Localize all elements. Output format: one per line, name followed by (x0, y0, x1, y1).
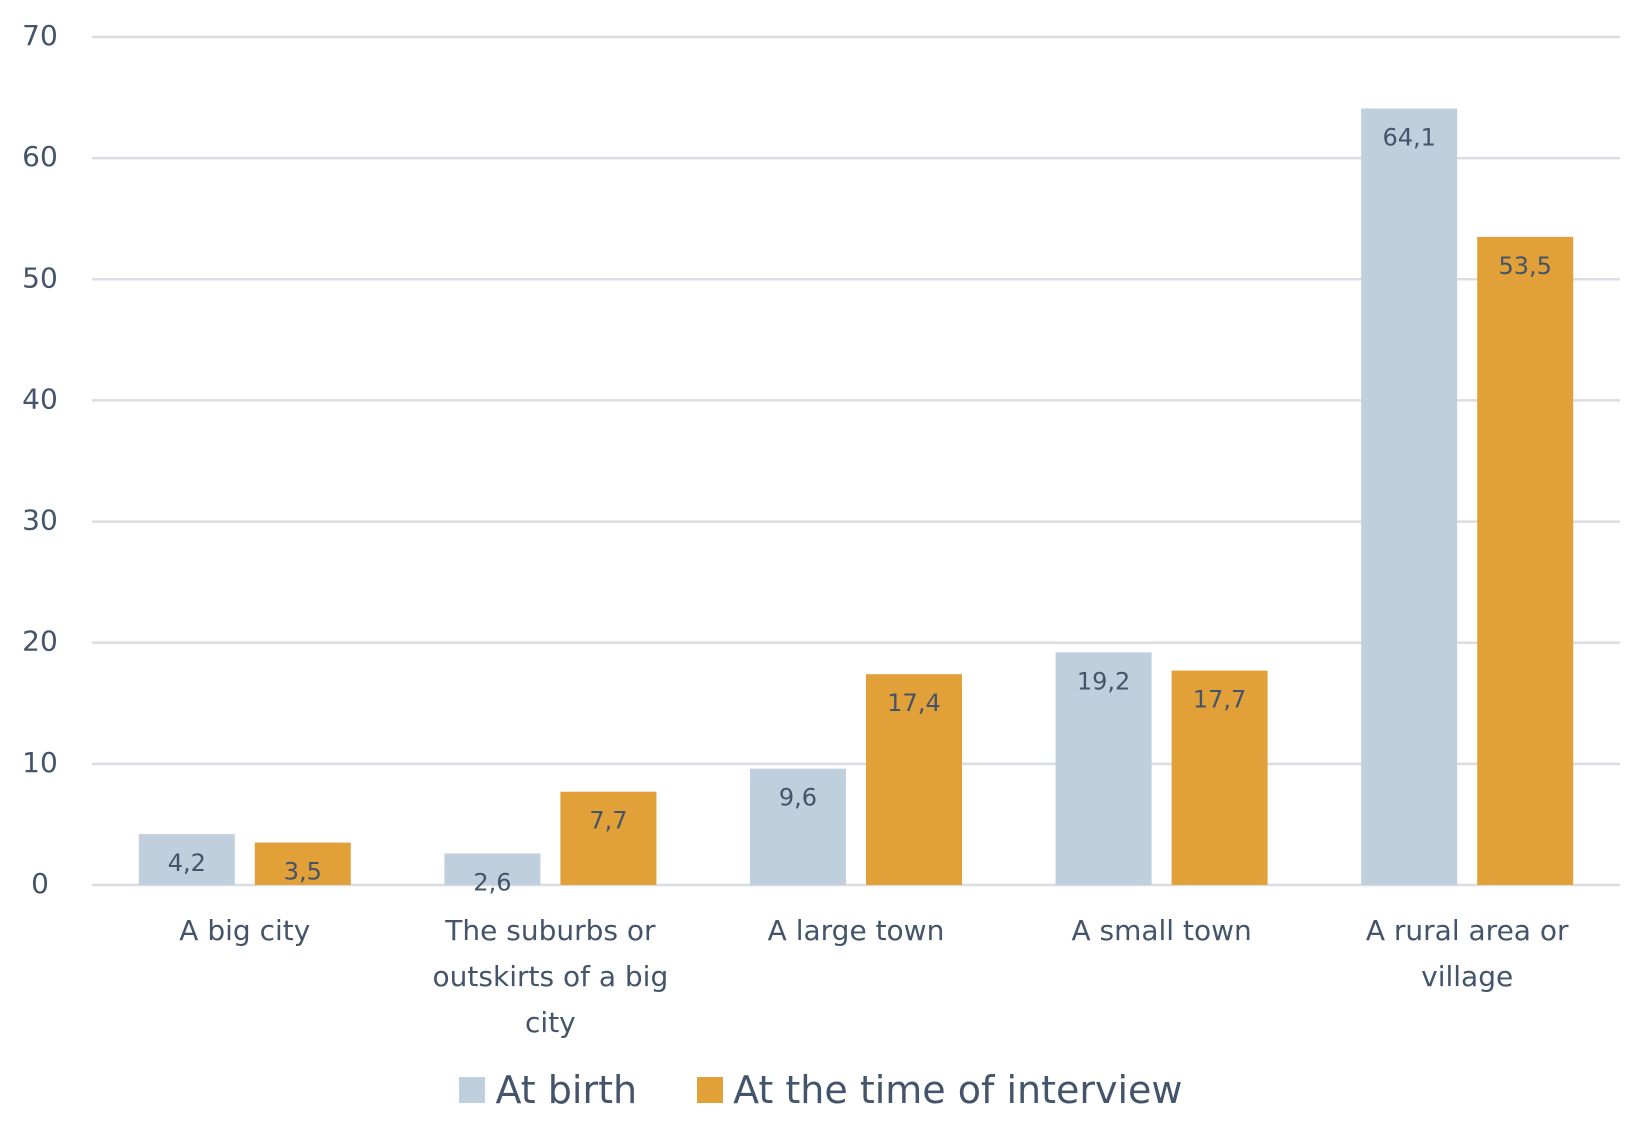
data-label: 2,6 (473, 869, 511, 897)
bar (1361, 108, 1458, 885)
x-tick-label: A big city (179, 914, 311, 947)
y-tick-label: 20 (22, 625, 58, 658)
bar (560, 791, 657, 885)
y-tick-label: 60 (22, 140, 58, 173)
x-tick-label: The suburbs or outskirts of a big city (432, 914, 669, 1039)
data-label: 4,2 (168, 849, 206, 877)
y-tick-label: 10 (22, 746, 58, 779)
y-tick-label: 40 (22, 382, 58, 415)
bar (138, 834, 235, 885)
y-tick-label: 0 (31, 867, 49, 900)
bar (254, 842, 351, 885)
x-tick-label: A rural area or village (1365, 914, 1569, 993)
data-label: 17,4 (887, 689, 940, 717)
y-tick-label: 30 (22, 504, 58, 537)
x-tick-label: A large town (767, 914, 945, 947)
data-label: 17,7 (1193, 686, 1246, 714)
bar (444, 853, 541, 885)
legend-swatch (459, 1077, 486, 1103)
legend-item: At the time of interview (697, 1068, 1183, 1112)
legend-swatch (697, 1077, 724, 1103)
bar (1171, 670, 1268, 885)
bar (1477, 236, 1574, 885)
y-tick-label: 50 (22, 261, 58, 294)
bar (866, 674, 962, 885)
y-tick-label: 70 (22, 19, 58, 52)
data-label: 3,5 (284, 858, 322, 886)
legend-label: At the time of interview (733, 1068, 1183, 1112)
legend-item: At birth (459, 1068, 637, 1112)
legend: At birth At the time of interview (0, 1068, 1642, 1112)
data-label: 7,7 (589, 807, 627, 835)
data-label: 53,5 (1498, 252, 1551, 280)
legend-label: At birth (495, 1068, 638, 1112)
data-label: 19,2 (1077, 667, 1130, 695)
bar (750, 768, 846, 885)
x-tick-label: A small town (1071, 914, 1252, 947)
bar (1055, 652, 1152, 885)
data-label: 9,6 (779, 784, 817, 812)
data-label: 64,1 (1382, 123, 1435, 151)
